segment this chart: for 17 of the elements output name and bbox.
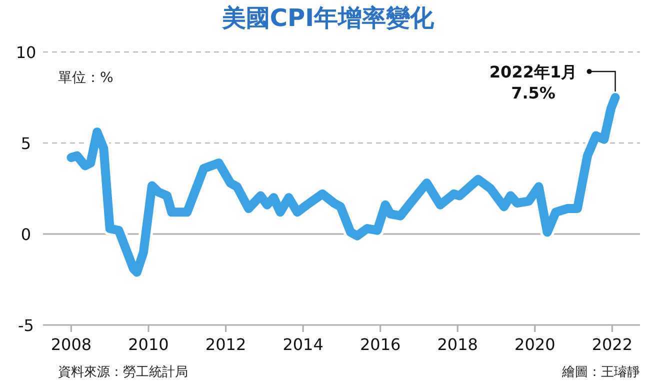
- x-tick-label: 2018: [437, 335, 478, 354]
- y-tick-label: 0: [20, 225, 32, 244]
- y-tick-label: 10: [16, 43, 36, 62]
- chart-title: 美國CPI年增率變化: [220, 4, 436, 32]
- x-tick-label: 2020: [514, 335, 556, 354]
- x-tick-label: 2022: [592, 335, 633, 354]
- y-tick-label: 5: [20, 134, 32, 153]
- x-tick-label: 2012: [205, 335, 246, 354]
- annotation: 2022年1月 7.5%: [489, 62, 578, 102]
- x-tick-label: 2010: [128, 335, 169, 354]
- x-tick-label: 2008: [50, 335, 92, 354]
- annotation: 單位：%: [58, 70, 114, 86]
- text: 繪圖：王璿靜: [561, 365, 640, 380]
- source-note: 資料來源：勞工統計局: [58, 365, 188, 380]
- y-tick-label: -5: [18, 316, 34, 335]
- x-tick-label: 2014: [282, 335, 324, 354]
- x-tick-label: 2016: [360, 335, 401, 354]
